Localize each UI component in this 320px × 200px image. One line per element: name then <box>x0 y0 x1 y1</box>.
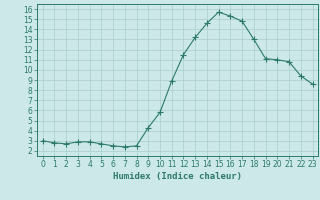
X-axis label: Humidex (Indice chaleur): Humidex (Indice chaleur) <box>113 172 242 181</box>
